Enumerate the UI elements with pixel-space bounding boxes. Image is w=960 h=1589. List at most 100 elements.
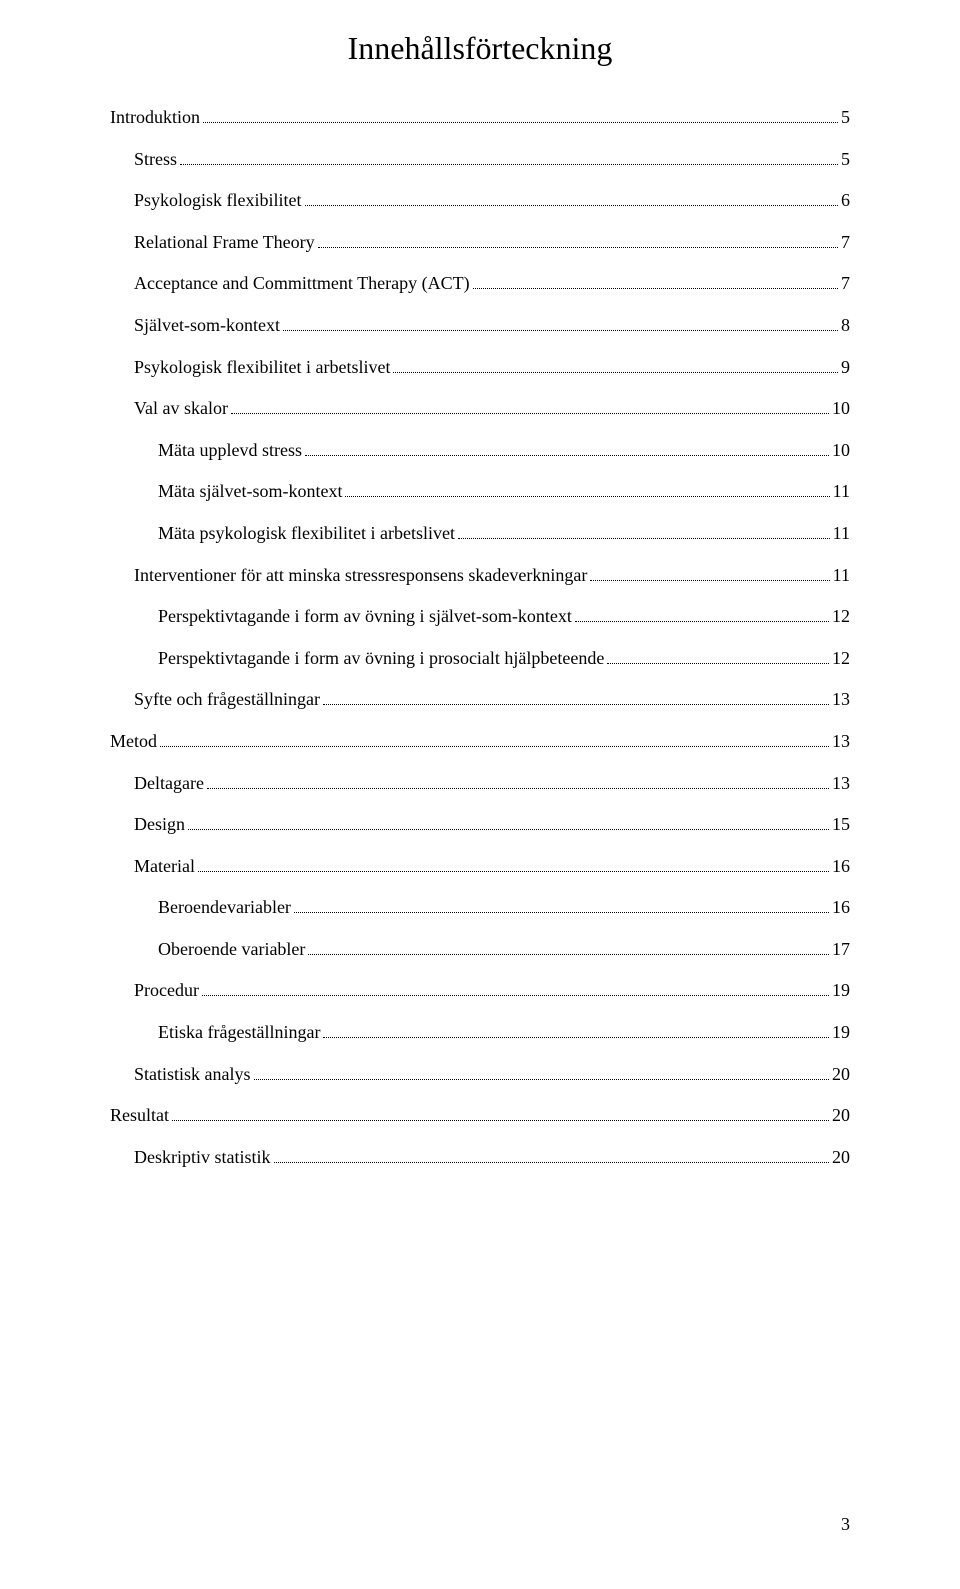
toc-entry: Deltagare 13 (110, 773, 850, 795)
toc-entry: Val av skalor10 (110, 398, 850, 420)
page-title: Innehållsförteckning (110, 30, 850, 67)
toc-entry-label: Beroendevariabler (158, 897, 291, 919)
toc-entry: Mäta upplevd stress 10 (110, 440, 850, 462)
toc-dot-leader (203, 122, 838, 123)
toc-entry: Acceptance and Committment Therapy (ACT)… (110, 273, 850, 295)
table-of-contents: Introduktion 5 Stress 5 Psykologisk flexibil… (110, 107, 850, 1168)
toc-dot-leader (180, 164, 838, 165)
toc-entry: Material 16 (110, 856, 850, 878)
toc-entry-label: Perspektivtagande i form av övning i sjä… (158, 606, 572, 628)
toc-entry-label: Acceptance and Committment Therapy (ACT) (134, 273, 470, 295)
toc-entry-label: Resultat (110, 1105, 169, 1127)
toc-dot-leader (202, 995, 829, 996)
toc-dot-leader (254, 1079, 830, 1080)
toc-entry: Procedur 19 (110, 980, 850, 1002)
toc-entry-label: Mäta upplevd stress (158, 440, 302, 462)
toc-entry-page: 7 (841, 273, 850, 295)
toc-entry-page: 16 (832, 897, 850, 919)
toc-entry-label: Material (134, 856, 195, 878)
toc-entry-page: 10 (832, 440, 850, 462)
toc-entry-page: 13 (832, 689, 850, 711)
toc-entry-page: 13 (832, 731, 850, 753)
toc-entry-label: Oberoende variabler (158, 939, 305, 961)
toc-entry-page: 20 (832, 1147, 850, 1169)
toc-entry-page: 13 (832, 773, 850, 795)
toc-dot-leader (231, 413, 829, 414)
toc-dot-leader (590, 580, 829, 581)
toc-entry-page: 12 (832, 606, 850, 628)
toc-entry-label: Deskriptiv statistik (134, 1147, 271, 1169)
toc-entry-label: Mäta psykologisk flexibilitet i arbetsli… (158, 523, 455, 545)
toc-entry-label: Deltagare (134, 773, 204, 795)
toc-entry: Stress 5 (110, 149, 850, 171)
toc-entry-page: 19 (832, 1022, 850, 1044)
toc-entry: Oberoende variabler 17 (110, 939, 850, 961)
toc-entry: Design 15 (110, 814, 850, 836)
toc-entry-page: 5 (841, 149, 850, 171)
toc-entry: Deskriptiv statistik 20 (110, 1147, 850, 1169)
toc-entry-page: 7 (841, 232, 850, 254)
toc-entry-page: 11 (833, 565, 850, 587)
toc-entry-page: 8 (841, 315, 850, 337)
toc-entry-page: 17 (832, 939, 850, 961)
toc-entry: Resultat 20 (110, 1105, 850, 1127)
toc-entry-label: Introduktion (110, 107, 200, 129)
toc-dot-leader (308, 954, 829, 955)
toc-entry-page: 16 (832, 856, 850, 878)
toc-entry-page: 6 (841, 190, 850, 212)
toc-dot-leader (473, 288, 838, 289)
toc-entry-page: 15 (832, 814, 850, 836)
toc-entry: Självet-som-kontext 8 (110, 315, 850, 337)
toc-dot-leader (345, 496, 829, 497)
toc-dot-leader (172, 1120, 829, 1121)
toc-entry: Metod13 (110, 731, 850, 753)
toc-entry-label: Psykologisk flexibilitet i arbetslivet (134, 357, 390, 379)
toc-dot-leader (318, 247, 838, 248)
toc-entry: Mäta självet-som-kontext 11 (110, 481, 850, 503)
toc-dot-leader (323, 1037, 829, 1038)
toc-entry-label: Syfte och frågeställningar (134, 689, 320, 711)
toc-entry: Interventioner för att minska stressresp… (110, 565, 850, 587)
toc-entry: Perspektivtagande i form av övning i sjä… (110, 606, 850, 628)
toc-dot-leader (305, 205, 838, 206)
toc-entry-label: Psykologisk flexibilitet (134, 190, 302, 212)
toc-entry: Beroendevariabler 16 (110, 897, 850, 919)
toc-entry-label: Procedur (134, 980, 199, 1002)
toc-entry: Mäta psykologisk flexibilitet i arbetsli… (110, 523, 850, 545)
document-page: Innehållsförteckning Introduktion5Stress… (0, 0, 960, 1589)
toc-dot-leader (198, 871, 829, 872)
toc-entry: Etiska frågeställningar19 (110, 1022, 850, 1044)
toc-entry-page: 19 (832, 980, 850, 1002)
toc-entry-page: 9 (841, 357, 850, 379)
toc-dot-leader (207, 788, 829, 789)
toc-entry: Perspektivtagande i form av övning i pro… (110, 648, 850, 670)
toc-entry-label: Design (134, 814, 185, 836)
toc-dot-leader (305, 455, 829, 456)
toc-dot-leader (283, 330, 838, 331)
toc-entry-page: 20 (832, 1105, 850, 1127)
toc-entry-label: Stress (134, 149, 177, 171)
toc-dot-leader (274, 1162, 830, 1163)
toc-dot-leader (575, 621, 829, 622)
toc-entry: Statistisk analys20 (110, 1064, 850, 1086)
toc-entry-page: 20 (832, 1064, 850, 1086)
page-number: 3 (841, 1514, 850, 1535)
toc-entry-label: Relational Frame Theory (134, 232, 315, 254)
toc-dot-leader (294, 912, 829, 913)
toc-entry-page: 11 (833, 523, 850, 545)
toc-entry-page: 11 (833, 481, 850, 503)
toc-entry-label: Mäta självet-som-kontext (158, 481, 342, 503)
toc-entry: Syfte och frågeställningar 13 (110, 689, 850, 711)
toc-dot-leader (323, 704, 829, 705)
toc-entry-label: Perspektivtagande i form av övning i pro… (158, 648, 604, 670)
toc-entry: Introduktion 5 (110, 107, 850, 129)
toc-entry-page: 12 (832, 648, 850, 670)
toc-entry-label: Självet-som-kontext (134, 315, 280, 337)
toc-dot-leader (160, 746, 829, 747)
toc-entry: Relational Frame Theory 7 (110, 232, 850, 254)
toc-dot-leader (458, 538, 830, 539)
toc-entry: Psykologisk flexibilitet i arbetslivet 9 (110, 357, 850, 379)
toc-entry-page: 5 (841, 107, 850, 129)
toc-dot-leader (188, 829, 829, 830)
toc-dot-leader (393, 372, 838, 373)
